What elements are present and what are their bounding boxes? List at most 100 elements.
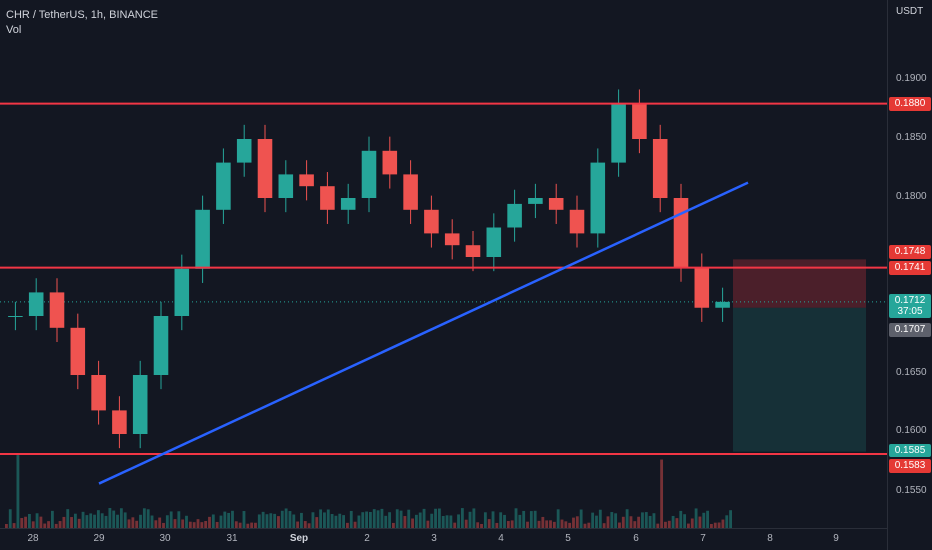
stop-tag[interactable]: 0.1748 — [889, 245, 931, 259]
volume-bar — [537, 520, 541, 528]
volume-bar — [529, 511, 533, 528]
volume-bar — [127, 519, 131, 528]
candle-body — [715, 301, 730, 308]
volume-bar — [717, 522, 721, 528]
volume-bar — [323, 512, 326, 528]
entry-tag[interactable]: 0.1707 — [889, 323, 931, 337]
volume-bar — [633, 521, 637, 528]
volume-bar — [437, 508, 441, 528]
volume-bar — [564, 521, 568, 528]
volume-bar — [403, 516, 407, 528]
candle-body — [694, 267, 710, 308]
volume-bar — [135, 520, 139, 528]
volume-bar — [365, 511, 368, 528]
volume-bar — [173, 519, 177, 528]
volume-bar — [154, 520, 158, 528]
price-scale[interactable]: USDT 0.1900 0.1850 0.1800 0.1650 0.1600 … — [887, 0, 932, 550]
volume-bar — [119, 508, 123, 528]
time-tick: 28 — [27, 533, 39, 544]
volume-bar — [587, 522, 591, 528]
volume-bar — [139, 514, 142, 528]
volume-bar — [664, 521, 667, 528]
trendline — [98, 181, 749, 485]
volume-bar — [77, 518, 81, 528]
candle-body — [91, 375, 106, 411]
volume-bar — [694, 508, 698, 528]
volume-bar — [361, 512, 365, 528]
volume-bar — [250, 522, 254, 528]
volume-bar — [73, 513, 77, 528]
volume-bar — [246, 523, 250, 528]
level-tag-top[interactable]: 0.1880 — [889, 97, 931, 111]
volume-bar — [24, 516, 27, 528]
candle-body — [652, 139, 668, 198]
volume-bar — [177, 511, 181, 528]
volume-bar — [480, 523, 483, 528]
time-tick: 9 — [833, 533, 839, 544]
volume-bar — [464, 519, 468, 528]
time-tick-month: Sep — [289, 533, 309, 544]
volume-bar — [296, 521, 300, 528]
volume-bar — [357, 515, 361, 528]
volume-bar — [725, 515, 729, 528]
volume-bar — [47, 521, 50, 528]
volume-bar — [346, 522, 349, 528]
stop-loss-zone — [733, 259, 866, 308]
last-price: 0.1712 — [894, 295, 926, 306]
volume-bar — [499, 512, 503, 528]
chart-area[interactable]: CHR / TetherUS, 1h, BINANCE Vol — [0, 0, 887, 528]
price-tick: 0.1600 — [896, 425, 927, 436]
volume-bar — [376, 510, 380, 528]
volume-bar — [280, 510, 284, 528]
volume-bar — [606, 516, 610, 528]
volume-bar — [85, 515, 89, 528]
symbol-title[interactable]: CHR / TetherUS, 1h, BINANCE — [6, 9, 159, 21]
volume-bar — [526, 521, 529, 528]
candle-body — [216, 162, 231, 210]
volume-bar — [491, 511, 495, 528]
target-tag[interactable]: 0.1585 — [889, 444, 931, 457]
time-scale[interactable]: 28 29 30 31 Sep 2 3 4 5 6 7 8 9 — [0, 528, 887, 550]
volume-bar — [158, 517, 162, 528]
last-price-tag[interactable]: 0.1712 37:05 — [889, 294, 931, 318]
candle-body — [590, 162, 606, 234]
chart-legend: CHR / TetherUS, 1h, BINANCE Vol — [6, 8, 158, 38]
price-tick: 0.1650 — [896, 367, 927, 378]
volume-bar — [162, 522, 165, 528]
volume-bar — [181, 519, 185, 528]
volume-bar — [116, 514, 119, 528]
volume-bar — [575, 516, 579, 528]
volume-bar — [227, 512, 231, 528]
volume-bar — [288, 511, 292, 528]
time-tick: 30 — [159, 533, 171, 544]
volume-label[interactable]: Vol — [6, 24, 22, 36]
volume-bar — [215, 521, 219, 528]
volume-bar — [495, 522, 499, 528]
volume-bar — [476, 522, 480, 528]
volume-bar — [219, 515, 223, 528]
candle-body — [153, 316, 169, 375]
level-tag-bottom[interactable]: 0.1583 — [889, 459, 931, 473]
take-profit-zone — [733, 307, 866, 452]
volume-bar — [572, 517, 575, 528]
volume-bar — [16, 455, 20, 528]
volume-bar — [395, 509, 399, 528]
volume-bar — [595, 515, 598, 528]
candle-countdown: 37:05 — [897, 306, 923, 317]
volume-bar — [687, 523, 690, 528]
level-tag-mid[interactable]: 0.1741 — [889, 261, 931, 275]
volume-bar — [472, 508, 476, 528]
volume-bar — [307, 523, 311, 528]
volume-bar — [62, 516, 66, 528]
currency-unit[interactable]: USDT — [896, 6, 924, 17]
volume-bar — [713, 522, 717, 528]
volume-bar — [234, 521, 238, 528]
price-chart[interactable] — [0, 0, 887, 528]
volume-bar — [434, 508, 437, 528]
volume-bar — [549, 520, 552, 528]
volume-bar — [372, 509, 376, 528]
volume-bar — [671, 515, 675, 528]
candle-body — [569, 209, 585, 234]
volume-bar — [690, 518, 694, 528]
volume-bar — [43, 523, 47, 528]
